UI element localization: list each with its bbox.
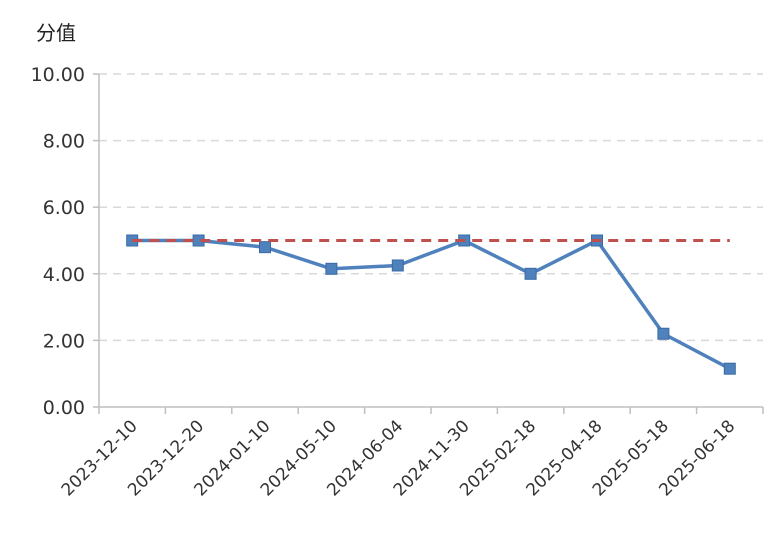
axes xyxy=(93,73,764,414)
y-tick-label: 8.00 xyxy=(43,131,85,153)
y-tick-label: 2.00 xyxy=(43,330,85,352)
data-point xyxy=(723,362,736,375)
y-tick-label: 0.00 xyxy=(43,397,85,419)
gridlines xyxy=(99,73,763,342)
y-tick-label: 6.00 xyxy=(43,197,85,219)
data-point xyxy=(391,259,404,272)
data-point xyxy=(524,267,537,280)
data-point xyxy=(325,262,338,275)
y-tick-label: 4.00 xyxy=(43,264,85,286)
y-axis-title: 分值 xyxy=(36,21,76,45)
x-tick-labels: 2023-12-102023-12-202024-01-102024-05-10… xyxy=(58,416,740,500)
series-group xyxy=(126,234,736,375)
y-tick-labels: 0.00 2.00 4.00 6.00 8.00 10.00 xyxy=(31,64,85,419)
data-point xyxy=(657,327,670,340)
series-line-1 xyxy=(132,238,731,371)
y-tick-label: 10.00 xyxy=(31,64,85,86)
data-point xyxy=(259,241,271,254)
